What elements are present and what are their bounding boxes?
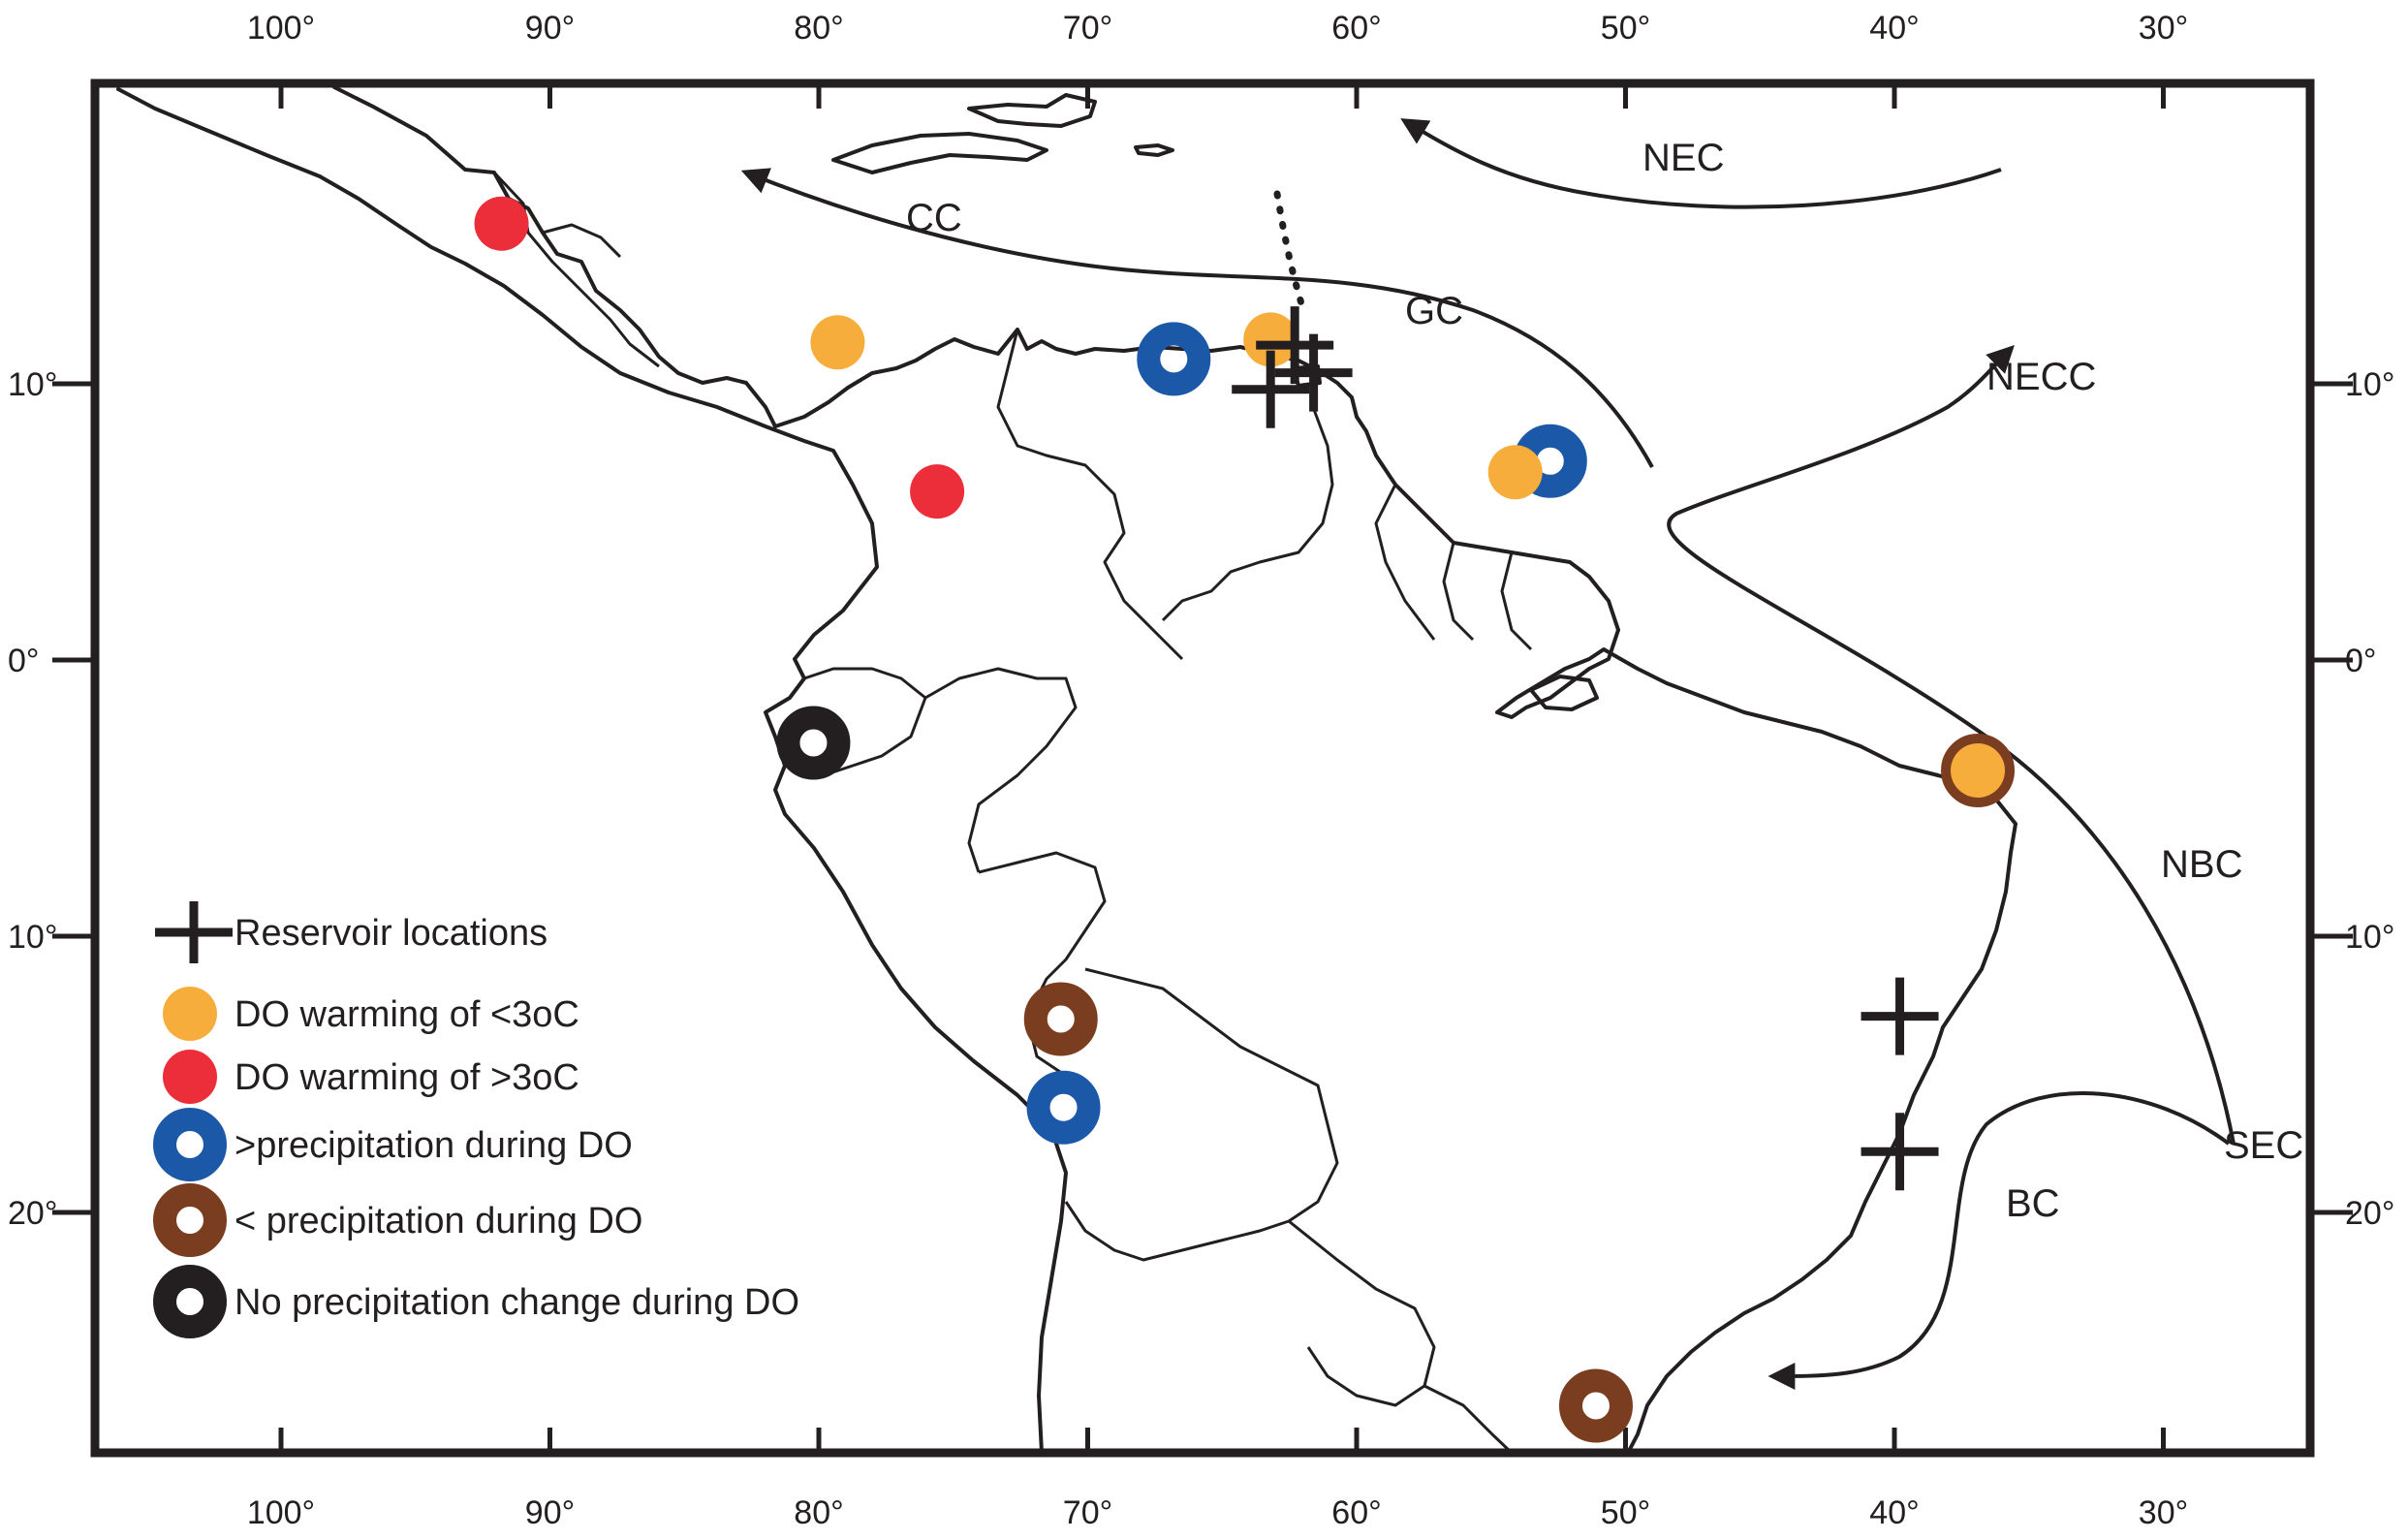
border-argentina-uruguay	[1423, 1384, 1514, 1455]
legend-item-reservoir: Reservoir locations	[155, 901, 547, 963]
marajo-island	[1529, 675, 1599, 711]
border-colombia-peru	[924, 667, 1078, 873]
ocean-currents	[740, 118, 2236, 1390]
reservoir-cross-icon	[1861, 977, 1939, 1055]
legend-red-dot-icon	[163, 1050, 217, 1104]
lon-tick-label-bottom: 40°	[1869, 1494, 1919, 1531]
current-label-bc: BC	[2006, 1182, 2060, 1225]
lon-tick-label-top: 80°	[794, 10, 843, 47]
graticule-ticks: 100° 100° 90° 90° 80° 80° 70° 70° 60° 60° 50° 50° 40…	[8, 10, 2394, 1531]
necc-nbc-path	[1667, 345, 2236, 1145]
current-label-cc: CC	[906, 197, 962, 239]
country-borders	[492, 171, 1533, 1455]
lat-tick-label-left: 0°	[8, 643, 40, 679]
site-marker-warming-gt3	[910, 464, 965, 519]
lon-tick-label-bottom: 50°	[1601, 1494, 1650, 1531]
puerto-rico	[1134, 143, 1174, 157]
lon-tick-label-top: 100°	[247, 10, 315, 47]
border-bolivia	[1064, 967, 1339, 1262]
legend-item-no-change: No precipitation change during DO	[153, 1265, 799, 1338]
border-venezuela-guyana	[1161, 369, 1334, 622]
legend-orange-dot-icon	[163, 987, 217, 1041]
border-paraguay	[1288, 1219, 1436, 1407]
reservoir-cross-icon	[1232, 350, 1310, 428]
current-labels: NEC CC GC NECC NBC SEC BC	[906, 137, 2303, 1225]
pacific-coast-central-america	[116, 87, 1068, 1455]
site-marker-warming-lt3	[1243, 312, 1298, 367]
legend-blue-ring-icon	[153, 1108, 227, 1181]
map-frame	[90, 79, 2315, 1458]
lat-tick-label-right: 0°	[2345, 643, 2377, 679]
site-marker-precip-increase	[1137, 322, 1211, 396]
lon-tick-label-top: 70°	[1063, 10, 1112, 47]
current-label-nec: NEC	[1642, 137, 1724, 179]
site-marker-warming-lt3	[810, 315, 865, 370]
legend-item-precip-increase: >precipitation during DO	[153, 1108, 633, 1181]
reservoir-cross-icon	[1861, 1113, 1939, 1191]
lon-tick-label-top: 50°	[1601, 10, 1650, 47]
lon-tick-label-bottom: 30°	[2139, 1494, 2188, 1531]
study-sites	[474, 196, 2016, 1443]
coastlines	[116, 85, 2017, 1455]
lon-tick-label-top: 40°	[1869, 10, 1919, 47]
atlantic-coast-brazil	[1495, 628, 2017, 1455]
legend-item-precip-decrease: < precipitation during DO	[153, 1183, 642, 1257]
lon-tick-label-bottom: 60°	[1331, 1494, 1381, 1531]
current-label-gc: GC	[1405, 290, 1463, 332]
lat-tick-label-left: 10°	[8, 919, 57, 956]
site-marker-warming-gt3	[474, 196, 529, 251]
bc-arrow	[1767, 1091, 2231, 1390]
lat-tick-label-right: 20°	[2345, 1195, 2394, 1232]
current-label-sec: SEC	[2224, 1124, 2303, 1167]
lon-tick-label-top: 30°	[2139, 10, 2188, 47]
reservoir-cross-icon	[1274, 333, 1353, 412]
legend-label-precip-increase: >precipitation during DO	[235, 1125, 633, 1166]
dotted-track	[1273, 190, 1307, 314]
lon-tick-label-top: 90°	[525, 10, 575, 47]
legend-label-warming-lt3: DO warming of <3oC	[235, 994, 579, 1035]
legend-item-warming-gt3: DO warming of >3oC	[163, 1050, 579, 1104]
lon-tick-label-bottom: 80°	[794, 1494, 843, 1531]
cuba	[831, 132, 1048, 174]
site-marker-precip-decrease	[1558, 1368, 1633, 1443]
lon-tick-label-bottom: 100°	[247, 1494, 315, 1531]
lat-tick-label-right: 10°	[2345, 366, 2394, 403]
legend-label-warming-gt3: DO warming of >3oC	[235, 1057, 579, 1098]
legend: Reservoir locations DO warming of <3oC D…	[153, 901, 799, 1338]
yucatan-coast	[332, 85, 777, 428]
caribbean-coast-colombia-venezuela	[773, 328, 1620, 632]
current-label-necc: NECC	[1986, 356, 2096, 398]
border-ecuador-peru	[784, 667, 927, 777]
lat-tick-label-left: 10°	[8, 366, 57, 403]
hispaniola	[967, 93, 1097, 128]
nec-arrow	[1400, 118, 2002, 209]
current-label-nbc: NBC	[2161, 843, 2242, 886]
lat-tick-label-left: 20°	[8, 1195, 57, 1232]
reservoir-markers	[1232, 306, 1939, 1191]
legend-label-precip-decrease: < precipitation during DO	[235, 1201, 642, 1241]
site-marker-no-change	[776, 706, 851, 780]
cc-gc-arrow	[740, 168, 1654, 468]
site-marker-warming-lt3	[1487, 445, 1543, 500]
border-peru-brazil	[978, 851, 1107, 1116]
site-marker-precip-increase	[1026, 1070, 1101, 1145]
legend-label-reservoir: Reservoir locations	[235, 913, 547, 954]
border-colombia-venezuela	[996, 329, 1184, 661]
border-central-america	[492, 171, 660, 368]
legend-item-warming-lt3: DO warming of <3oC	[163, 987, 579, 1041]
site-marker-precip-decrease	[1023, 982, 1098, 1056]
border-guianas	[1374, 484, 1533, 651]
legend-label-no-change: No precipitation change during DO	[235, 1282, 799, 1323]
lon-tick-label-top: 60°	[1331, 10, 1381, 47]
lon-tick-label-bottom: 70°	[1063, 1494, 1112, 1531]
site-marker-warming-lt3	[1951, 743, 2006, 798]
lon-tick-label-bottom: 90°	[525, 1494, 575, 1531]
lat-tick-label-right: 10°	[2345, 919, 2394, 956]
legend-brown-ring-icon	[153, 1183, 227, 1257]
legend-black-ring-icon	[153, 1265, 227, 1338]
